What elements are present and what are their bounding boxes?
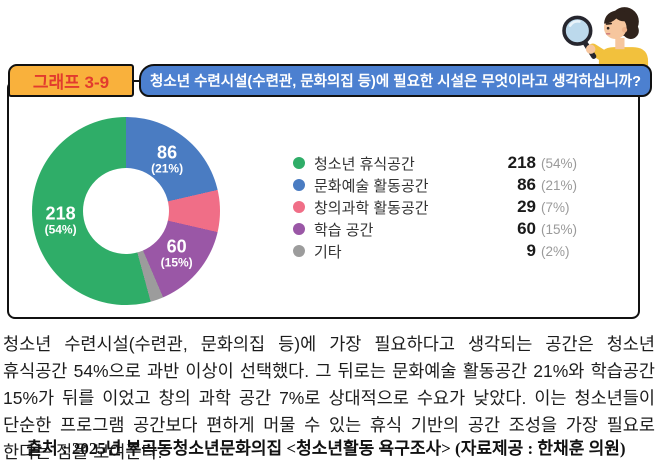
- legend-row: 기타 9 (2%): [293, 240, 595, 262]
- legend-color-dot-icon: [293, 223, 305, 235]
- legend-color-dot-icon: [293, 179, 305, 191]
- legend-percent-value: (7%): [541, 199, 570, 215]
- legend-category-label: 기타: [314, 243, 342, 261]
- legend-count-value: 9: [526, 241, 536, 260]
- donut-chart: 86 (21%) 60 (15%) 218 (54%): [32, 117, 220, 305]
- legend-count-value: 29: [517, 197, 536, 216]
- legend-color-dot-icon: [293, 245, 305, 257]
- legend-category-label: 청소년 휴식공간: [314, 155, 415, 173]
- eyebrow-shape: [605, 22, 612, 25]
- survey-question-text: 청소년 수련시설(수련관, 문화의집 등)에 필요한 시설은 무엇이라고 생각하…: [150, 74, 641, 90]
- fringe-shape: [604, 10, 631, 24]
- legend-category-label: 학습 공간: [314, 221, 374, 239]
- legend-category-label: 창의과학 활동공간: [314, 199, 429, 217]
- source-line: 출처 : 2025년 부곡동청소년문화의집 <청소년활동 욕구조사> (자료제공…: [26, 439, 626, 458]
- graph-number-label: 그래프 3-9: [32, 73, 110, 92]
- legend-color-dot-icon: [293, 201, 305, 213]
- legend-row: 학습 공간 60 (15%): [293, 218, 595, 240]
- legend-row: 창의과학 활동공간 29 (7%): [293, 196, 595, 218]
- survey-question-banner: 청소년 수련시설(수련관, 문화의집 등)에 필요한 시설은 무엇이라고 생각하…: [139, 64, 652, 97]
- graph-number-badge: 그래프 3-9: [8, 64, 134, 97]
- legend-percent-value: (2%): [541, 243, 570, 259]
- legend-percent-value: (54%): [541, 155, 578, 171]
- donut-hole: [83, 168, 169, 254]
- hand-shape: [585, 44, 596, 54]
- legend-percent-value: (21%): [541, 177, 578, 193]
- hair-back-shape: [622, 22, 639, 39]
- legend-count-value: 86: [517, 175, 536, 194]
- analysis-paragraph: 청소년 수련시설(수련관, 문화의집 등)에 가장 필요하다고 생각되는 공간은…: [3, 334, 655, 462]
- legend-count-value: 218: [507, 153, 536, 172]
- ear-shape: [621, 27, 628, 33]
- neck-shape: [615, 37, 625, 50]
- eye-shape: [606, 26, 610, 30]
- legend-category-label: 문화예술 활동공간: [314, 177, 429, 195]
- legend-color-dot-icon: [293, 157, 305, 169]
- chart-legend: 청소년 휴식공간 218 (54%) 문화예술 활동공간 86 (21%) 창의과학 활동공…: [293, 152, 595, 262]
- legend-row: 문화예술 활동공간 86 (21%): [293, 174, 595, 196]
- legend-row: 청소년 휴식공간 218 (54%): [293, 152, 595, 174]
- legend-percent-value: (15%): [541, 221, 578, 237]
- lens-glint-shape: [568, 20, 581, 27]
- legend-count-value: 60: [517, 219, 536, 238]
